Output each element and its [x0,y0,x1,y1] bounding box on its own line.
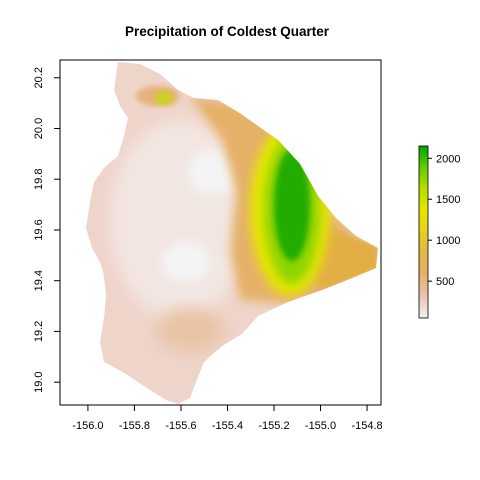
y-axis: 19.0 19.2 19.4 19.6 19.8 20.0 20.2 [33,67,60,393]
y-tick-label: 19.6 [33,219,45,240]
island-raster [86,62,378,404]
kau-wet-area [156,308,224,352]
hilo-wettest-core [274,149,310,261]
y-tick-label: 19.4 [33,270,45,291]
x-tick-label: -155.2 [258,420,289,432]
legend-tick-label: 1500 [436,194,460,206]
legend-tick-label: 2000 [436,153,460,165]
x-tick-label: -155.8 [119,420,150,432]
y-tick-label: 20.2 [33,67,45,88]
kohala-peak-area [155,91,173,105]
x-tick-label: -155.0 [305,420,336,432]
legend-color-bar [418,145,429,319]
legend-tick-label: 500 [436,276,454,288]
mauna-kea-summit-area [188,150,236,194]
chart-title: Precipitation of Coldest Quarter [125,24,330,39]
y-tick-label: 20.0 [33,118,45,139]
mauna-loa-summit-area [162,242,210,282]
y-tick-label: 19.0 [33,371,45,392]
x-tick-label: -155.4 [212,420,243,432]
y-tick-label: 19.8 [33,169,45,190]
color-legend: 500 1000 1500 2000 [418,145,460,319]
x-axis: -156.0 -155.8 -155.6 -155.4 -155.2 -155.0 -154… [72,405,383,432]
legend-tick-label: 1000 [436,235,460,247]
y-tick-label: 19.2 [33,321,45,342]
x-tick-label: -154.8 [351,420,382,432]
x-tick-label: -155.6 [165,420,196,432]
x-tick-label: -156.0 [72,420,103,432]
plot-frame [59,59,382,406]
